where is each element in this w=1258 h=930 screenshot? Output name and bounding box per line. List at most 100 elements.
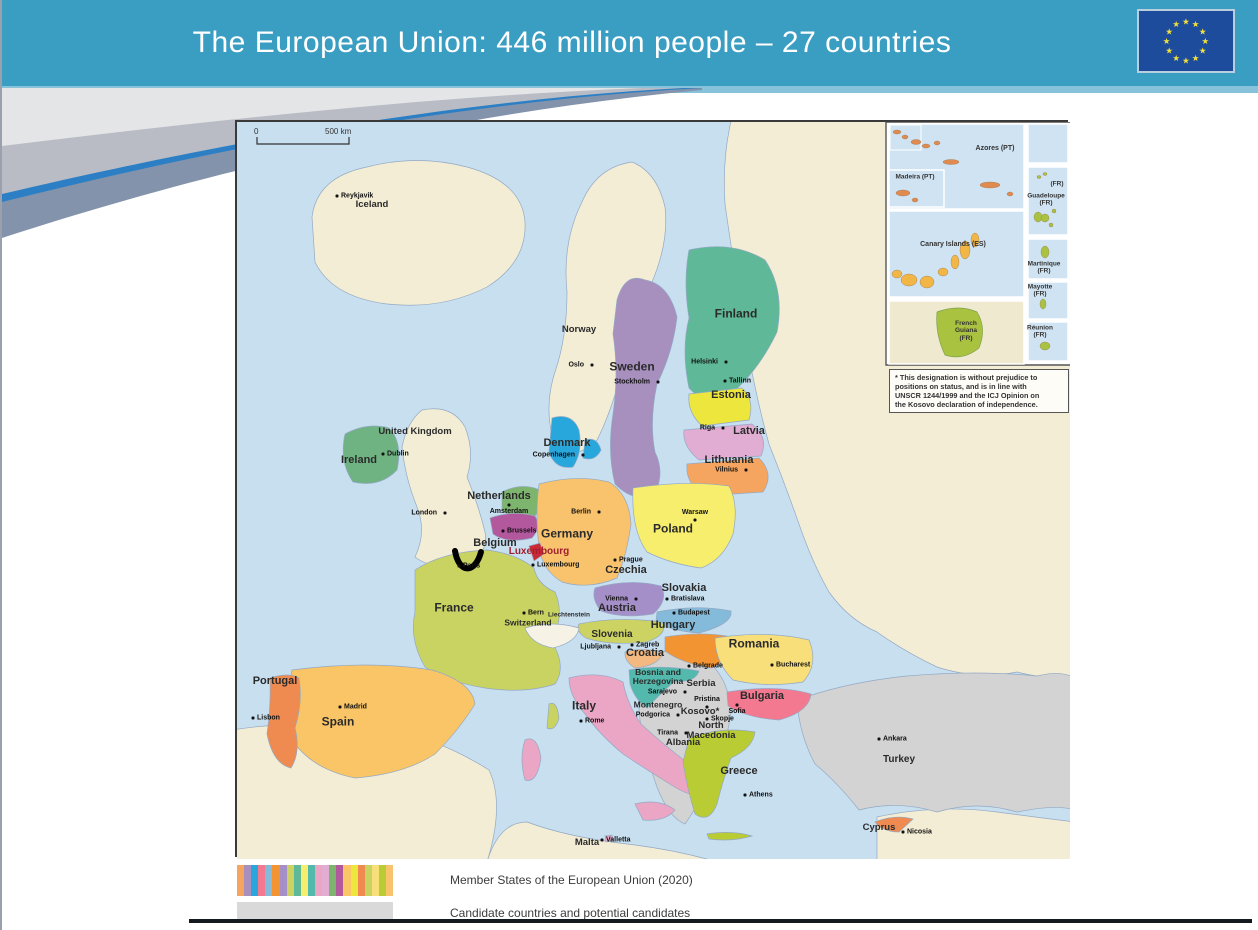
legend-stripe (385, 865, 394, 896)
inset-label-madeira-pt-: Madeira (PT) (895, 173, 935, 181)
legend-stripe (307, 865, 316, 896)
region-greece (706, 832, 754, 841)
inset-box-topright (1027, 123, 1069, 164)
region-portugal (266, 674, 301, 769)
city-dot-skopje (705, 717, 709, 721)
city-label-nicosia: Nicosia (907, 828, 932, 836)
inset-guiana-land (936, 307, 983, 358)
eu-star: ★ (1165, 46, 1173, 56)
city-dot-berlin (597, 510, 601, 514)
legend-stripe (336, 865, 344, 896)
city-label-belgrade: Belgrade (693, 662, 723, 670)
region-austria (577, 619, 665, 644)
inset-label-guadeloupe: Guadeloupe (FR) (1027, 192, 1065, 207)
inset-island (1051, 208, 1057, 214)
city-dot-tirana (684, 731, 688, 735)
legend-stripe (371, 865, 379, 896)
city-dot-nicosia (901, 830, 905, 834)
inset-label--fr-: (FR) (1050, 180, 1064, 188)
city-label-stockholm: Stockholm (614, 378, 650, 386)
city-label-bucharest: Bucharest (776, 661, 811, 669)
swoosh-decoration (2, 88, 702, 238)
inset-label-azores-pt-: Azores (PT) (975, 144, 1015, 152)
inset-island (891, 269, 903, 279)
inset-island (1039, 341, 1051, 351)
region-germany (536, 478, 632, 586)
city-label-copenhagen: Copenhagen (532, 451, 575, 459)
city-dot-sofia (735, 703, 739, 707)
legend-stripe (315, 865, 323, 896)
region-denmark (548, 416, 581, 468)
region-croatia (628, 666, 700, 709)
city-label-madrid: Madrid (344, 703, 367, 711)
inset-azores-subbox (889, 124, 922, 151)
city-dot-oslo (590, 363, 594, 367)
region-bulgaria (726, 688, 812, 721)
inset-island (900, 273, 918, 287)
inset-island (970, 232, 980, 248)
region-sweden (610, 277, 678, 498)
city-dot-london (443, 511, 447, 515)
city-dot-stockholm (656, 380, 660, 384)
legend-label-candidates: Candidate countries and potential candid… (450, 906, 691, 920)
city-dot-bratislava (665, 597, 669, 601)
city-label-rome: Rome (585, 717, 605, 725)
inset-island (959, 240, 971, 260)
inset-island (919, 275, 935, 289)
slide-title: The European Union: 446 million people –… (192, 26, 952, 59)
inset-island (895, 189, 911, 197)
kosovo-disclaimer-note: * This designation is without prejudice … (889, 369, 1069, 413)
pen-check-annotation (452, 548, 484, 572)
city-label-london: London (411, 509, 437, 517)
inset-label-mayotte: Mayotte (FR) (1027, 283, 1053, 298)
inset-island (1040, 213, 1050, 223)
region-slovenia (624, 649, 664, 669)
legend-stripe (343, 865, 351, 896)
eu-star: ★ (1172, 19, 1180, 29)
eu-star: ★ (1172, 53, 1180, 63)
city-dot-sarajevo (683, 690, 687, 694)
eu-star: ★ (1201, 36, 1209, 46)
region-corsica (546, 702, 560, 730)
legend-swatch-member-states (237, 865, 394, 896)
inset-box-martinique (1027, 238, 1069, 280)
city-dot-helsinki (724, 360, 728, 364)
region-africa2 (487, 821, 708, 859)
city-label-budapest: Budapest (678, 609, 710, 617)
city-label-paris: Paris (463, 562, 481, 570)
scale-bar (256, 137, 350, 145)
region-switzerland (524, 623, 580, 649)
city-dot-prague (613, 558, 617, 562)
city-label-skopje: Skopje (711, 715, 734, 723)
title-bar: The European Union: 446 million people –… (2, 0, 1258, 86)
city-label-riga: Riga (699, 424, 715, 432)
region-luxembourg (528, 542, 545, 562)
inset-box-mayotte (1027, 281, 1069, 320)
city-label-oslo: Oslo (568, 361, 584, 369)
city-dot-podgorica (676, 713, 680, 717)
eu-star: ★ (1163, 36, 1171, 46)
legend-stripe (237, 865, 245, 896)
city-dot-madrid (338, 705, 342, 709)
city-label-bratislava: Bratislava (671, 595, 705, 603)
region-italy (521, 738, 542, 781)
city-dot-copenhagen (581, 453, 585, 457)
region-estonia (688, 387, 752, 427)
city-label-helsinki: Helsinki (691, 358, 718, 366)
city-label-amsterdam: Amsterdam (489, 508, 529, 515)
inset-label-canary-islands-es-: Canary Islands (ES) (920, 240, 986, 248)
city-dot-vilnius (744, 468, 748, 472)
city-label-valletta: Valletta (606, 836, 631, 844)
city-label-sofia: Sofia (728, 708, 746, 715)
inset-label-french: French Guiana (FR) (954, 319, 978, 342)
eu-star: ★ (1199, 46, 1207, 56)
city-dot-rome (579, 719, 583, 723)
eu-star: ★ (1165, 26, 1173, 36)
legend-stripe (272, 865, 280, 896)
city-dot-riga (721, 426, 725, 430)
eu-star: ★ (1182, 17, 1190, 27)
city-label-lisbon: Lisbon (257, 714, 280, 722)
inset-box-reunion (1027, 321, 1069, 362)
legend-stripe (300, 865, 308, 896)
city-label-athens: Athens (749, 791, 773, 799)
